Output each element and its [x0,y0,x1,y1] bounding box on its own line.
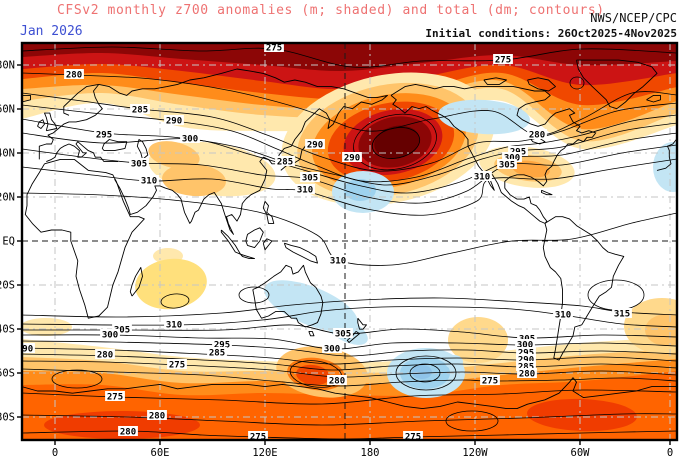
svg-text:290: 290 [518,355,534,365]
svg-text:285: 285 [518,362,534,372]
svg-text:275: 275 [266,43,282,53]
svg-text:EQ: EQ [2,236,15,248]
svg-text:120W: 120W [462,447,488,458]
svg-text:40N: 40N [0,148,15,160]
svg-text:285: 285 [277,157,293,167]
svg-text:305: 305 [499,160,515,170]
svg-text:300: 300 [182,134,198,144]
svg-text:180: 180 [361,447,380,458]
svg-text:280: 280 [149,411,165,421]
svg-text:300: 300 [517,340,533,350]
svg-text:275: 275 [405,432,421,442]
svg-text:280: 280 [66,70,82,80]
svg-text:275: 275 [169,360,185,370]
svg-text:295: 295 [214,340,230,350]
svg-text:310: 310 [474,172,490,182]
agency-label: NWS/NCEP/CPC [590,11,677,25]
svg-text:280: 280 [97,350,113,360]
svg-text:305: 305 [302,173,318,183]
svg-text:0: 0 [667,447,673,458]
svg-text:305: 305 [335,329,351,339]
svg-text:310: 310 [166,320,182,330]
svg-text:40S: 40S [0,324,15,336]
svg-text:310: 310 [555,310,571,320]
svg-text:290: 290 [166,116,182,126]
svg-text:280: 280 [519,369,535,379]
svg-text:300: 300 [504,153,520,163]
svg-text:300: 300 [324,344,340,354]
svg-text:60E: 60E [151,447,170,458]
svg-text:0: 0 [52,447,58,458]
svg-text:275: 275 [250,432,266,442]
svg-text:280: 280 [529,130,545,140]
svg-text:310: 310 [141,176,157,186]
chart-title: CFSv2 monthly z700 anomalies (m; shaded)… [57,3,605,18]
svg-text:295: 295 [96,130,112,140]
svg-text:20N: 20N [0,192,15,204]
svg-text:60N: 60N [0,104,15,116]
svg-text:295: 295 [518,348,534,358]
svg-text:305: 305 [131,159,147,169]
svg-text:280: 280 [329,376,345,386]
svg-text:280: 280 [120,427,136,437]
svg-text:305: 305 [114,325,130,335]
svg-text:20S: 20S [0,280,15,292]
svg-text:60W: 60W [571,447,591,458]
svg-text:310: 310 [330,256,346,266]
svg-text:290: 290 [307,140,323,150]
init-conditions-label: Initial conditions: 26Oct2025-4Nov2025 [425,27,677,40]
forecast-month-label: Jan 2026 [20,24,83,39]
svg-text:300: 300 [102,330,118,340]
svg-text:275: 275 [107,392,123,402]
svg-text:275: 275 [495,55,511,65]
svg-text:60S: 60S [0,368,15,380]
svg-text:80N: 80N [0,60,15,72]
svg-text:80S: 80S [0,412,15,424]
svg-text:290: 290 [344,153,360,163]
svg-text:310: 310 [297,185,313,195]
svg-text:290: 290 [17,344,33,354]
svg-text:315: 315 [614,309,630,319]
svg-text:120E: 120E [252,447,277,458]
svg-text:285: 285 [209,348,225,358]
svg-text:285: 285 [132,105,148,115]
svg-text:275: 275 [482,376,498,386]
